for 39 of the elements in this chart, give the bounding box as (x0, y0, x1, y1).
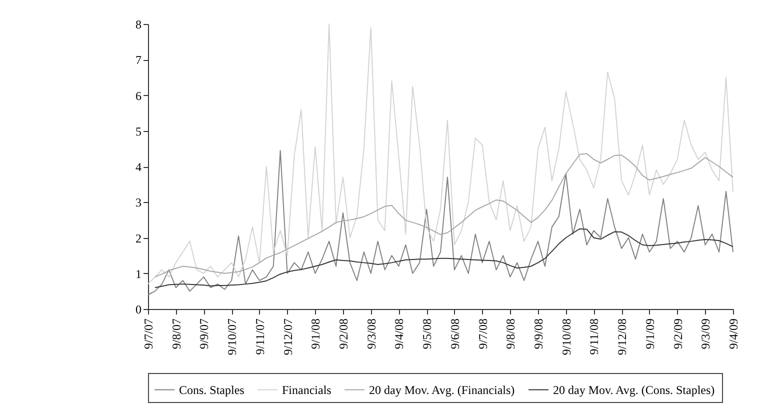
x-tick-label: 9/9/07 (197, 318, 212, 350)
legend-label: Cons. Staples (179, 382, 245, 397)
x-tick-label: 9/1/09 (642, 318, 657, 350)
legend-label: 20 day Mov. Avg. (Financials) (369, 382, 515, 397)
x-tick-label: 9/2/09 (670, 318, 685, 350)
x-tick-label: 9/3/08 (364, 318, 378, 350)
line-series (148, 150, 734, 296)
x-tick-label: 9/9/08 (532, 318, 546, 350)
x-tick-label: 9/2/08 (336, 318, 350, 350)
x-tick-label: 9/8/08 (504, 318, 518, 350)
x-tick-label: 9/6/08 (448, 318, 462, 350)
y-tick-label: 0 (136, 302, 142, 316)
y-tick-label: 3 (136, 196, 142, 210)
line-series (148, 24, 734, 285)
line-series (154, 153, 734, 278)
x-tick-label: 9/7/08 (476, 318, 490, 350)
x-tick-label: 9/4/09 (726, 318, 740, 350)
line-series (154, 228, 734, 288)
y-tick-label: 1 (136, 266, 142, 281)
x-tick-label: 9/11/07 (252, 318, 267, 355)
x-tick-label: 9/1/08 (308, 318, 323, 350)
x-tick-label: 9/5/08 (420, 318, 434, 350)
x-tick-label: 9/10/07 (225, 318, 240, 356)
legend-label: Financials (282, 382, 332, 397)
x-tick-label: 9/12/08 (615, 318, 630, 356)
x-tick-label: 9/11/08 (587, 318, 602, 355)
y-tick-label: 8 (136, 18, 142, 32)
x-tick-label: 9/8/07 (169, 318, 184, 350)
x-tick-label: 9/10/08 (559, 318, 574, 356)
legend-label: 20 day Mov. Avg. (Cons. Staples) (553, 382, 715, 397)
y-tick-label: 4 (136, 160, 142, 174)
y-tick-label: 6 (136, 88, 142, 103)
y-tick-label: 7 (136, 53, 142, 68)
x-tick-label: 9/7/07 (142, 318, 156, 350)
x-tick-label: 9/12/07 (280, 318, 295, 356)
y-tick-label: 5 (136, 124, 142, 138)
x-tick-label: 9/4/08 (392, 318, 406, 350)
x-tick-label: 9/3/09 (698, 318, 713, 350)
y-tick-label: 2 (136, 231, 142, 246)
